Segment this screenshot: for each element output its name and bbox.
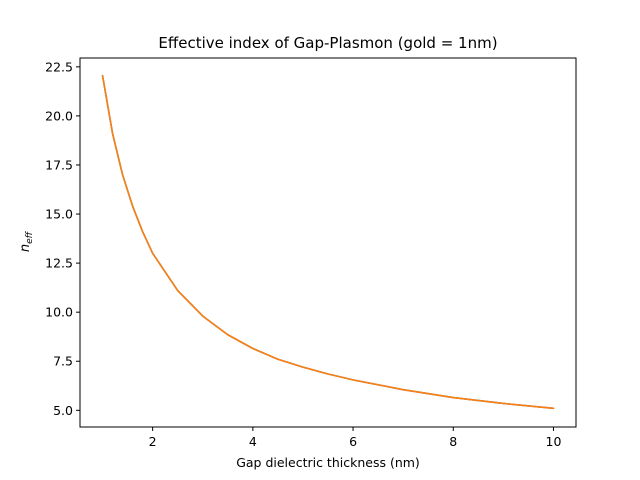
x-axis-ticks: 2 4 6 8 10 bbox=[149, 427, 562, 449]
y-tick-label: 20.0 bbox=[45, 108, 73, 123]
series-line-2 bbox=[101, 74, 555, 410]
y-tick-label: 5.0 bbox=[53, 403, 73, 418]
chart-title: Effective index of Gap-Plasmon (gold = 1… bbox=[158, 34, 497, 52]
x-tick-label: 4 bbox=[249, 434, 257, 449]
y-tick-label: 15.0 bbox=[45, 207, 73, 222]
y-axis-label-main: n bbox=[18, 244, 33, 252]
y-tick-label: 12.5 bbox=[45, 256, 73, 271]
x-axis-label: Gap dielectric thickness (nm) bbox=[236, 455, 420, 470]
x-tick-label: 8 bbox=[449, 434, 457, 449]
x-tick-label: 10 bbox=[546, 434, 562, 449]
y-axis-label-subscript: eff bbox=[25, 230, 35, 244]
x-tick-label: 6 bbox=[349, 434, 357, 449]
y-tick-label: 10.0 bbox=[45, 305, 73, 320]
series-layer bbox=[101, 74, 555, 410]
y-axis-label: neff bbox=[18, 230, 35, 252]
plot-frame bbox=[79, 57, 577, 428]
y-tick-label: 7.5 bbox=[53, 354, 73, 369]
x-tick-label: 2 bbox=[149, 434, 157, 449]
y-axis-ticks: 5.0 7.5 10.0 12.5 15.0 17.5 20.0 22.5 bbox=[45, 59, 80, 418]
y-tick-label: 17.5 bbox=[45, 157, 73, 172]
y-tick-label: 22.5 bbox=[45, 59, 73, 74]
